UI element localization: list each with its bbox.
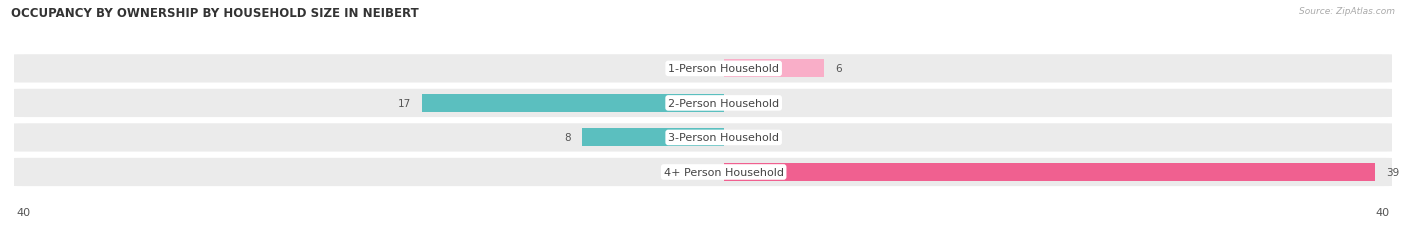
- Text: 0: 0: [735, 133, 741, 143]
- Text: 2-Person Household: 2-Person Household: [668, 98, 779, 108]
- Text: 8: 8: [564, 133, 571, 143]
- Text: 39: 39: [1386, 167, 1399, 177]
- Bar: [28, 89, 1378, 118]
- Text: 1-Person Household: 1-Person Household: [668, 64, 779, 74]
- Text: 40: 40: [1375, 207, 1389, 217]
- Bar: [28, 123, 1378, 152]
- FancyBboxPatch shape: [7, 54, 1399, 84]
- Text: 4+ Person Household: 4+ Person Household: [664, 167, 783, 177]
- Bar: [28, 55, 1378, 84]
- Text: OCCUPANCY BY OWNERSHIP BY HOUSEHOLD SIZE IN NEIBERT: OCCUPANCY BY OWNERSHIP BY HOUSEHOLD SIZE…: [11, 7, 419, 20]
- FancyBboxPatch shape: [7, 123, 1399, 153]
- Text: 0: 0: [735, 98, 741, 108]
- Text: Source: ZipAtlas.com: Source: ZipAtlas.com: [1299, 7, 1395, 16]
- Text: 6: 6: [835, 64, 842, 74]
- FancyBboxPatch shape: [7, 88, 1399, 119]
- Text: 0: 0: [706, 167, 713, 177]
- Bar: [422, 94, 724, 112]
- Text: 40: 40: [17, 207, 31, 217]
- Bar: [28, 158, 1378, 187]
- Text: 3-Person Household: 3-Person Household: [668, 133, 779, 143]
- Bar: [582, 129, 724, 147]
- Text: 0: 0: [706, 64, 713, 74]
- Bar: [724, 163, 1375, 181]
- Text: 17: 17: [398, 98, 411, 108]
- Bar: [724, 60, 824, 78]
- FancyBboxPatch shape: [7, 157, 1399, 187]
